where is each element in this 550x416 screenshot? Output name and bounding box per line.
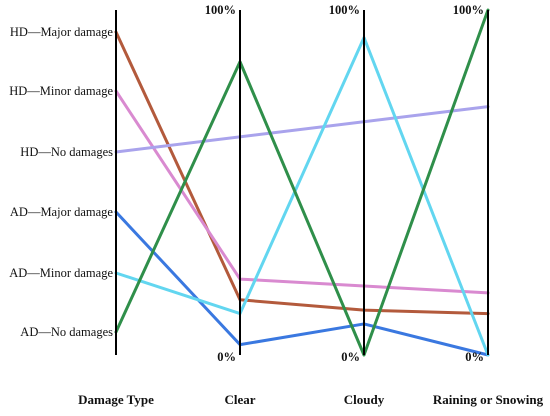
- series-line-hd-major-damage: [114, 30, 490, 316]
- axis-layer: [115, 10, 489, 355]
- tick-label-top-cloudy: 100%: [329, 3, 360, 17]
- series-line-ad-minor-damage: [114, 36, 490, 357]
- category-label-hd-minor-damage: HD—Minor damage: [9, 84, 113, 98]
- axis-title-clear: Clear: [224, 392, 255, 407]
- category-label-ad-minor-damage: AD—Minor damage: [9, 266, 113, 280]
- category-label-hd-major-damage: HD—Major damage: [10, 25, 114, 39]
- axis-title-cloudy: Cloudy: [344, 392, 385, 407]
- series-layer: [114, 8, 490, 357]
- label-layer: HD—Major damage HD—Minor damage HD—No dama…: [9, 3, 543, 407]
- tick-label-bottom-cloudy: 0%: [341, 350, 360, 364]
- category-label-ad-major-damage: AD—Major damage: [10, 205, 114, 219]
- tick-label-bottom-raining-or-snowing: 0%: [465, 350, 484, 364]
- series-line-hd-minor-damage: [114, 89, 490, 295]
- series-line-ad-major-damage: [114, 210, 490, 357]
- tick-label-bottom-clear: 0%: [217, 350, 236, 364]
- axis-title-damage-type: Damage Type: [78, 392, 154, 407]
- category-label-hd-no-damages: HD—No damages: [20, 145, 113, 159]
- tick-label-top-clear: 100%: [205, 3, 236, 17]
- category-label-ad-no-damages: AD—No damages: [20, 325, 113, 339]
- tick-label-top-raining-or-snowing: 100%: [453, 3, 484, 17]
- series-line-hd-no-damages: [114, 105, 490, 154]
- axis-title-raining-or-snowing: Raining or Snowing: [433, 392, 544, 407]
- series-line-ad-no-damages: [114, 8, 490, 357]
